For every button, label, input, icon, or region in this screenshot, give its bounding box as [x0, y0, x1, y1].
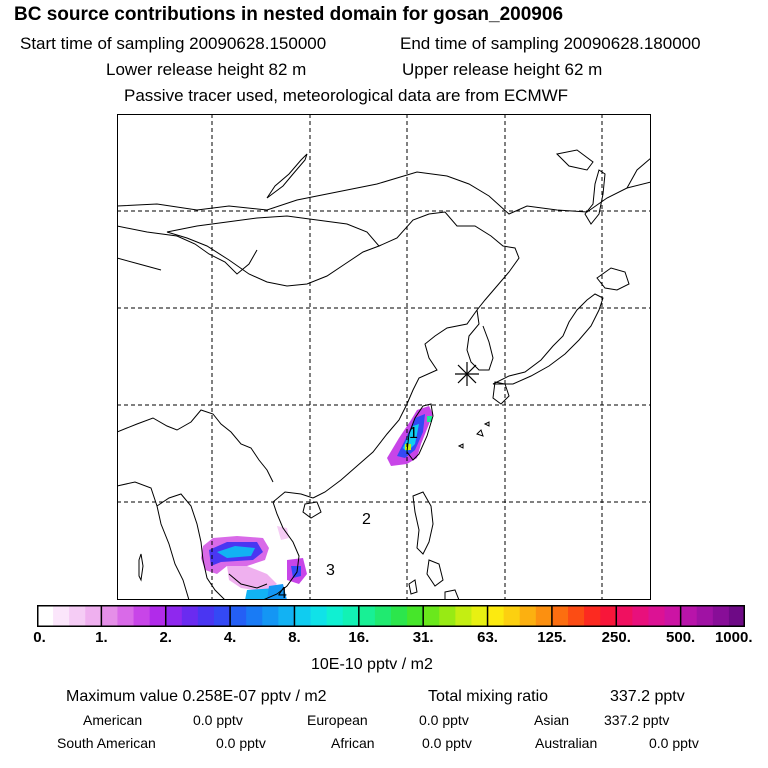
total-mixing-value: 337.2 pptv [610, 688, 685, 705]
australian-value: 0.0 pptv [649, 735, 699, 751]
color-swatch [53, 605, 70, 627]
african-label: African [331, 735, 375, 751]
color-swatch [503, 605, 521, 627]
graticule [117, 114, 651, 600]
south-american-label: South American [57, 735, 156, 751]
receptor-star-icon [455, 362, 479, 386]
colorbar-tick-label: 16. [348, 629, 370, 646]
color-swatch [294, 605, 312, 627]
color-swatch [374, 605, 392, 627]
lower-release-label: Lower release height 82 m [106, 60, 307, 79]
upper-release-label: Upper release height 62 m [402, 60, 603, 79]
european-label: European [307, 712, 368, 728]
colorbar-tick-label: 500. [666, 629, 696, 646]
color-swatch [680, 605, 698, 627]
american-label: American [83, 712, 143, 728]
australian-label: Australian [535, 735, 598, 751]
color-swatch [262, 605, 279, 627]
color-swatch [230, 605, 247, 627]
color-swatch [439, 605, 456, 627]
end-time-label: End time of sampling 20090628.180000 [400, 34, 701, 53]
color-swatch [696, 605, 714, 627]
color-scale-bar [37, 605, 745, 627]
color-swatch [455, 605, 472, 627]
color-swatch [165, 605, 183, 627]
color-swatch [407, 605, 424, 627]
color-swatch [214, 605, 231, 627]
color-swatch [616, 605, 633, 627]
region-label-3: 3 [326, 562, 335, 579]
colorbar-tick-label: 63. [477, 629, 498, 646]
maximum-value: Maximum value 0.258E-07 pptv / m2 [66, 688, 327, 705]
source-contribution-map: 1 2 3 4 [117, 114, 651, 600]
color-swatch [326, 605, 344, 627]
color-swatch [69, 605, 86, 627]
colorbar-tick-label: 4. [223, 629, 237, 646]
african-value: 0.0 pptv [422, 735, 472, 751]
map-frame [117, 114, 651, 600]
color-swatch [85, 605, 102, 627]
colorbar-tick-label: 8. [288, 629, 301, 646]
color-swatch [487, 605, 505, 627]
asian-label: Asian [534, 712, 570, 728]
colorbar-tick-label: 1. [95, 629, 108, 646]
region-label-1: 1 [409, 425, 418, 442]
color-swatch [600, 605, 617, 627]
color-swatch [149, 605, 167, 627]
region-label-4: 4 [278, 585, 287, 600]
color-swatch [133, 605, 151, 627]
color-swatch [535, 605, 553, 627]
units-label: 10E-10 pptv / m2 [311, 656, 433, 673]
color-swatch [246, 605, 263, 627]
color-swatch [423, 605, 440, 627]
color-swatch [632, 605, 649, 627]
color-swatch [728, 605, 745, 627]
colorbar-tick-label: 31. [412, 629, 434, 646]
color-swatch [101, 605, 118, 627]
color-swatch [278, 605, 295, 627]
colorbar-frame [37, 605, 745, 627]
color-swatch [551, 605, 569, 627]
color-swatch [310, 605, 328, 627]
color-swatch [471, 605, 489, 627]
colorbar-tick-label: 1000. [714, 629, 753, 646]
tracer-note: Passive tracer used, meteorological data… [124, 86, 569, 105]
region-label-2: 2 [362, 511, 371, 528]
color-swatch [584, 605, 601, 627]
color-swatch [568, 605, 585, 627]
color-swatch [358, 605, 376, 627]
colorbar-tick-label: 2. [159, 629, 172, 646]
total-mixing-label: Total mixing ratio [428, 688, 549, 705]
colorbar-tick-label: 0. [33, 629, 46, 646]
colorbar-tick-label: 250. [601, 629, 631, 646]
color-swatch [648, 605, 666, 627]
color-swatch [391, 605, 408, 627]
american-value: 0.0 pptv [193, 712, 243, 728]
color-swatch [712, 605, 730, 627]
south-american-value: 0.0 pptv [216, 735, 266, 751]
colorbar-tick-label: 125. [537, 629, 567, 646]
plume-indochina [201, 526, 307, 600]
color-swatch [117, 605, 135, 627]
color-swatch [197, 605, 215, 627]
plot-title: BC source contributions in nested domain… [14, 4, 564, 25]
color-swatch [37, 605, 54, 627]
coastlines [117, 149, 651, 600]
asian-value: 337.2 pptv [604, 712, 670, 728]
color-swatch [342, 605, 360, 627]
color-swatch [181, 605, 199, 627]
start-time-label: Start time of sampling 20090628.150000 [20, 34, 327, 53]
european-value: 0.0 pptv [419, 712, 469, 728]
color-swatch [664, 605, 682, 627]
color-swatch [519, 605, 537, 627]
